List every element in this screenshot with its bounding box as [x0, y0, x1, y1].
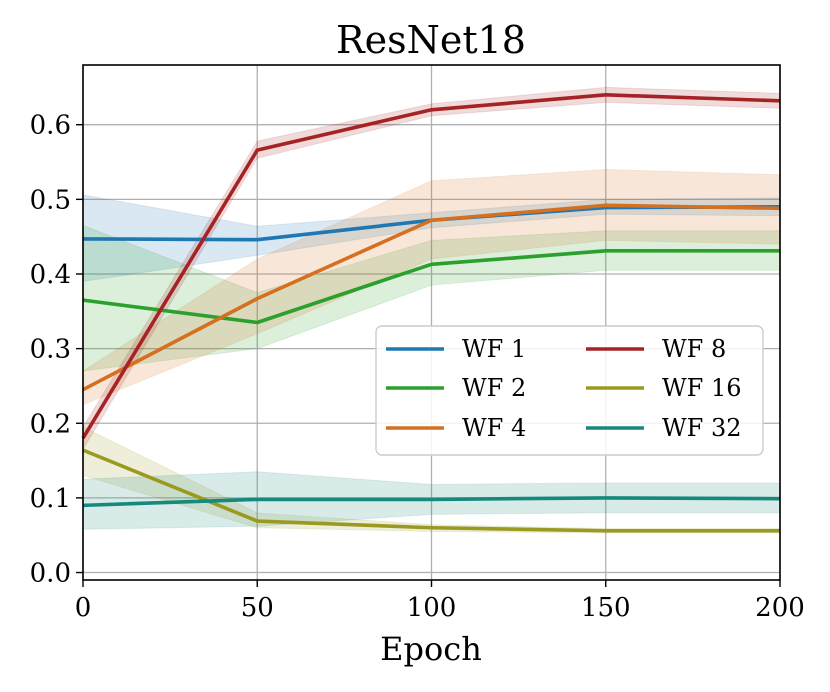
x-tick-label: 100 [407, 593, 457, 623]
y-tick-label: 0.0 [30, 559, 71, 589]
legend-label: WF 4 [462, 414, 526, 442]
legend-label: WF 32 [662, 414, 742, 442]
x-tick-label: 50 [241, 593, 274, 623]
y-tick-label: 0.5 [30, 185, 71, 215]
series-lines [81, 93, 781, 533]
y-tick-label: 0.1 [30, 484, 71, 514]
y-tick-label: 0.2 [30, 409, 71, 439]
x-tick-label: 200 [755, 593, 805, 623]
chart-title: ResNet18 [336, 18, 526, 62]
legend-label: WF 16 [662, 374, 742, 402]
y-tick-label: 0.3 [30, 335, 71, 365]
axis-ticks: 0 50 100 150 200 0.0 0.1 0.2 0.3 0.4 0.5 0.6 [30, 111, 805, 623]
y-tick-label: 0.4 [30, 260, 71, 290]
legend-label: WF 2 [462, 374, 526, 402]
legend-label: WF 1 [462, 335, 526, 363]
legend: WF 1 WF 2 WF 4 WF 8 WF 16 WF 32 [375, 325, 764, 456]
x-tick-label: 150 [581, 593, 631, 623]
legend-frame [375, 325, 764, 456]
x-axis-label: Epoch [380, 630, 482, 668]
y-tick-label: 0.6 [30, 111, 71, 141]
x-tick-label: 0 [75, 593, 92, 623]
legend-label: WF 8 [662, 335, 726, 363]
